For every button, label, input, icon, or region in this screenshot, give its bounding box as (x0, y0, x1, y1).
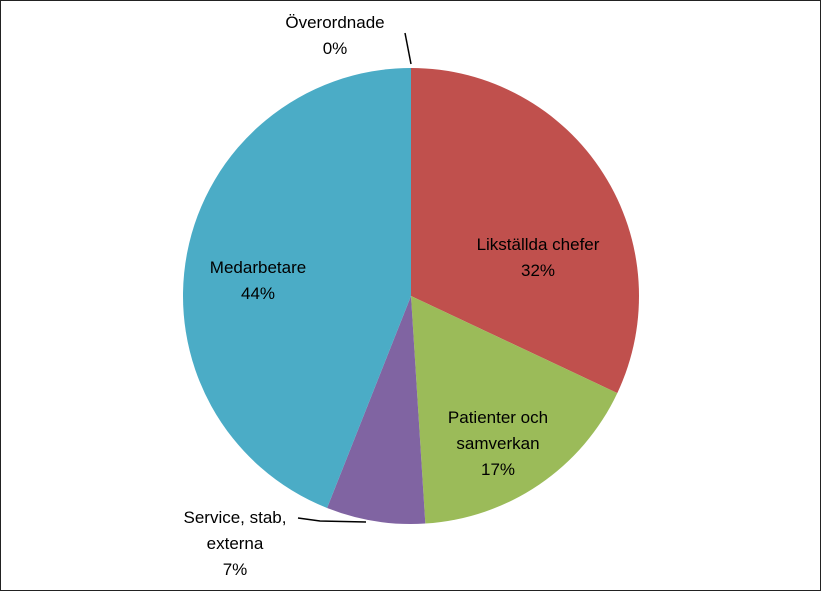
data-label: Medarbetare 44% (190, 255, 326, 307)
pie-slice (182, 68, 411, 508)
data-label: Överordnade 0% (255, 10, 415, 62)
leader-line (404, 32, 412, 65)
slice-percent: 17% (480, 460, 516, 479)
slice-percent: 0% (322, 39, 348, 58)
pie-slice (327, 296, 426, 524)
slice-name: Likställda chefer (476, 235, 600, 254)
pie-slice (411, 296, 618, 524)
slice-percent: 44% (240, 284, 276, 303)
slice-percent: 32% (520, 261, 556, 280)
slice-name: Patienter och samverkan (447, 408, 549, 453)
data-label: Service, stab, externa 7% (160, 505, 310, 583)
slice-name: Medarbetare (209, 258, 307, 277)
slice-name: Service, stab, externa (183, 508, 287, 553)
pie-slice (411, 68, 640, 394)
slice-percent: 7% (222, 560, 248, 579)
data-label: Patienter och samverkan 17% (428, 405, 568, 483)
data-label: Likställda chefer 32% (448, 232, 628, 284)
leader-line (297, 517, 367, 523)
slice-name: Överordnade (285, 13, 385, 32)
